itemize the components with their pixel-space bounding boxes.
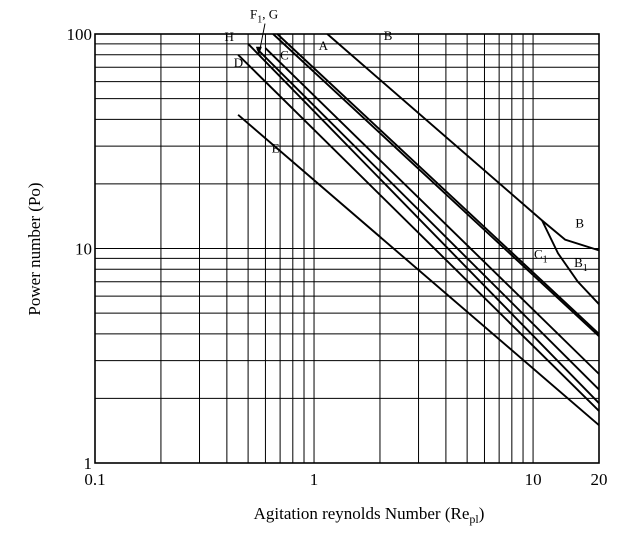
label-b-top-text: B: [384, 28, 393, 43]
plot-frame: [94, 33, 600, 464]
series-line-c: [264, 47, 600, 375]
series-line-b: [326, 33, 600, 252]
label-b-right-text: B: [575, 216, 584, 231]
x-axis-title-sub: pl: [469, 512, 479, 526]
x-tick-label: 0.1: [84, 470, 105, 489]
label-a-text: A: [319, 38, 329, 53]
label-f1g-sub: 1: [257, 15, 262, 26]
y-tick-label: 10: [75, 240, 92, 259]
y-tick-label: 100: [67, 25, 93, 44]
label-h: H: [224, 29, 233, 44]
label-d: D: [234, 55, 243, 70]
grid-lines: [95, 33, 600, 463]
label-f1g: F1, G: [250, 7, 278, 26]
x-tick-label: 20: [591, 470, 608, 489]
y-axis-title: Power number (Po): [25, 182, 44, 315]
label-b-right: B: [575, 216, 584, 231]
x-tick-label: 10: [525, 470, 542, 489]
label-e-text: E: [272, 141, 280, 156]
label-f1g-tail: , G: [262, 7, 278, 22]
series-line-g: [272, 33, 600, 337]
y-tick-label: 1: [84, 454, 93, 473]
label-d-text: D: [234, 55, 243, 70]
x-axis-title: Agitation reynolds Number (Repl): [254, 504, 485, 526]
x-axis-title-main: Agitation reynolds Number (Re: [254, 504, 470, 523]
label-b1: B1: [574, 255, 588, 274]
series-line-d: [237, 54, 600, 412]
label-c1-sub: 1: [543, 254, 548, 265]
label-c: C: [280, 48, 289, 63]
label-leaders: [255, 23, 266, 55]
label-b1-text: B: [574, 255, 583, 270]
label-b1-sub: 1: [583, 263, 588, 274]
label-f1g-text: F: [250, 7, 257, 22]
label-f1g-arrow: [255, 46, 262, 55]
series-line-e: [237, 114, 600, 426]
label-c1: C1: [534, 246, 548, 265]
label-h-text: H: [224, 29, 233, 44]
x-tick-label: 1: [310, 470, 319, 489]
series-line-f: [256, 48, 600, 391]
label-b-top: B: [384, 28, 393, 43]
label-a: A: [319, 38, 329, 53]
series-line-h: [247, 43, 600, 404]
label-c1-text: C: [534, 246, 543, 261]
series-line-a: [276, 33, 600, 335]
x-axis-title-close: ): [479, 504, 485, 523]
label-c-text: C: [280, 48, 289, 63]
label-e: E: [272, 141, 280, 156]
series-lines: [237, 33, 600, 426]
series-line-b1: [541, 220, 600, 305]
